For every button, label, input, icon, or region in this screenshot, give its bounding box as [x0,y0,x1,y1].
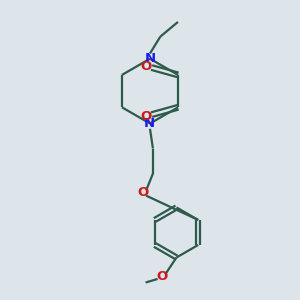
Text: N: N [144,117,155,130]
Text: O: O [137,186,148,199]
Text: O: O [156,270,167,283]
Text: O: O [141,110,152,123]
Text: O: O [141,60,152,73]
Text: N: N [145,52,156,65]
